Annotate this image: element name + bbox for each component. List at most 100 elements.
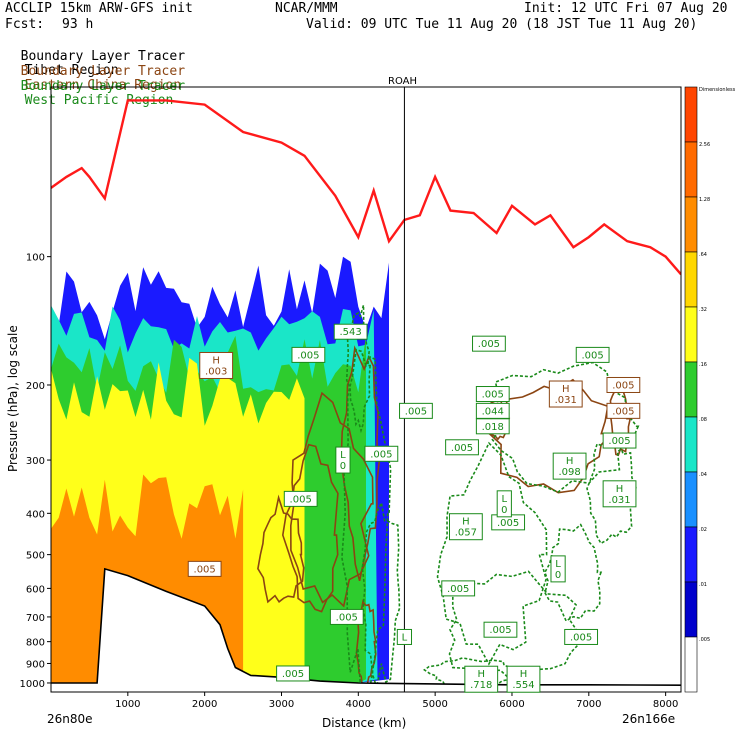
contour-label: .005 bbox=[283, 490, 318, 507]
contour-label: .005 bbox=[187, 560, 222, 577]
contour-label-text: H bbox=[616, 484, 624, 495]
colorbar-label: 2.56 bbox=[699, 142, 710, 148]
contour-label-box bbox=[548, 380, 583, 408]
contour-label-box bbox=[475, 418, 510, 435]
colorbar-label: .64 bbox=[699, 252, 707, 258]
colorbar: Dimensionless 2.56 1.28 .64 .32 .16 .08 .04 .02.… bbox=[684, 86, 736, 693]
contour-label: .005 bbox=[445, 439, 479, 456]
x-tick-label: 1000 bbox=[115, 699, 140, 710]
colorbar-swatch bbox=[684, 86, 698, 143]
y-tick-label: 100 bbox=[26, 253, 45, 264]
x-tick-label: 8000 bbox=[653, 699, 678, 710]
contour-label-text: .005 bbox=[608, 436, 630, 447]
contour-label: .543 bbox=[333, 323, 368, 340]
colorbar-label: Dimensionless bbox=[699, 87, 736, 93]
contour-label-text: .005 bbox=[612, 406, 634, 417]
y-tick-label: 300 bbox=[26, 456, 45, 467]
y-tick-label: 700 bbox=[26, 613, 45, 624]
x-tick-label: 7000 bbox=[576, 699, 601, 710]
colorbar-swatch bbox=[684, 471, 698, 528]
contour-label-box bbox=[472, 335, 506, 352]
y-tick-label: 500 bbox=[26, 551, 45, 562]
contour-label-text: .005 bbox=[447, 584, 469, 595]
contour-label-text: .005 bbox=[489, 625, 511, 636]
contour-label-text: 0 bbox=[501, 505, 507, 516]
x-tick-label: 6000 bbox=[499, 699, 524, 710]
china-contour-1 bbox=[281, 443, 339, 613]
contour-label-text: .018 bbox=[482, 422, 504, 433]
contour-label-text: .005 bbox=[497, 518, 519, 529]
contour-label-text: .005 bbox=[478, 339, 500, 350]
forecast-hours: 93 h bbox=[62, 17, 94, 32]
china-contour-7 bbox=[257, 494, 305, 604]
contour-label-text: H bbox=[462, 517, 470, 528]
contour-label-text: .005 bbox=[451, 443, 473, 454]
colorbar-label: .01 bbox=[699, 582, 707, 588]
contour-label-text: .098 bbox=[558, 467, 580, 478]
contour-label-box bbox=[506, 665, 541, 693]
legend-tibet: Boundary Layer Tracer Tibet Region bbox=[5, 36, 185, 78]
contour-label-box bbox=[291, 346, 326, 363]
colorbar-swatch bbox=[684, 196, 698, 253]
contour-label: L bbox=[396, 628, 413, 645]
contour-label-text: .005 bbox=[405, 406, 427, 417]
contour-label-text: .031 bbox=[555, 395, 577, 406]
y-tick-label: 400 bbox=[26, 509, 45, 520]
x-axis-title: Distance (km) bbox=[322, 716, 406, 730]
contour-label: .005 bbox=[606, 402, 641, 419]
contour-label-box bbox=[441, 580, 476, 597]
contour-label: L0 bbox=[335, 446, 351, 474]
contour-label-text: .044 bbox=[482, 406, 504, 417]
contour-label: H.098 bbox=[552, 452, 587, 480]
contour-label-text: .005 bbox=[194, 564, 216, 575]
forecast-label: Fcst: bbox=[5, 17, 45, 32]
contour-label-box bbox=[602, 480, 637, 508]
pacific-contour-6 bbox=[586, 436, 638, 545]
pacific-contour-7 bbox=[544, 523, 603, 623]
contour-label: .005 bbox=[575, 346, 610, 363]
axis-ticks: 1000 2000 3000 4000 5000 6000 7000 800010020030… bbox=[20, 253, 679, 710]
contour-label-text: .005 bbox=[612, 380, 634, 391]
contour-label-text: L bbox=[340, 450, 346, 461]
contour-label-text: L bbox=[502, 494, 508, 505]
contour-label-box bbox=[399, 402, 433, 419]
pacific-contour-0 bbox=[341, 348, 392, 691]
legend-tibet-region: Tibet Region bbox=[24, 63, 119, 78]
contour-label-box bbox=[396, 628, 413, 645]
contour-label: .005 bbox=[399, 402, 433, 419]
contour-label-box bbox=[364, 445, 399, 462]
contour-label-text: .057 bbox=[455, 528, 477, 539]
contour-label-text: .005 bbox=[297, 350, 319, 361]
colorbar-label: .04 bbox=[699, 472, 707, 478]
station-label: ROAH bbox=[388, 76, 417, 87]
pacific-contour-1 bbox=[361, 500, 401, 688]
colorbar-label: .08 bbox=[699, 417, 707, 423]
contour-label-box bbox=[187, 560, 222, 577]
y-tick-label: 1000 bbox=[20, 679, 45, 690]
contour-label-text: .718 bbox=[470, 680, 492, 691]
contour-label-box bbox=[333, 323, 368, 340]
contour-label: .005 bbox=[472, 335, 506, 352]
x-tick-label: 4000 bbox=[346, 699, 371, 710]
contour-label-box bbox=[606, 402, 641, 419]
colorbar-swatch bbox=[684, 251, 698, 308]
contour-label: H.057 bbox=[448, 513, 483, 541]
contour-label: .044 bbox=[475, 402, 510, 419]
contour-label-box bbox=[276, 665, 310, 682]
contour-label: .005 bbox=[475, 386, 510, 403]
contour-label-text: H bbox=[212, 355, 220, 366]
contour-label: .005 bbox=[291, 346, 326, 363]
contour-label-box bbox=[448, 513, 483, 541]
tropopause-line bbox=[51, 99, 681, 276]
china-contour-2 bbox=[340, 345, 381, 582]
colorbar-swatch bbox=[684, 141, 698, 198]
contour-label: .005 bbox=[441, 580, 476, 597]
terrain-line bbox=[51, 567, 681, 686]
x-tick-label: 3000 bbox=[269, 699, 294, 710]
contour-label: .005 bbox=[602, 432, 637, 449]
profile-line-layer bbox=[51, 87, 681, 692]
contour-label: .005 bbox=[491, 514, 526, 531]
contour-label: H.554 bbox=[506, 665, 541, 693]
contour-label: H.031 bbox=[548, 380, 583, 408]
